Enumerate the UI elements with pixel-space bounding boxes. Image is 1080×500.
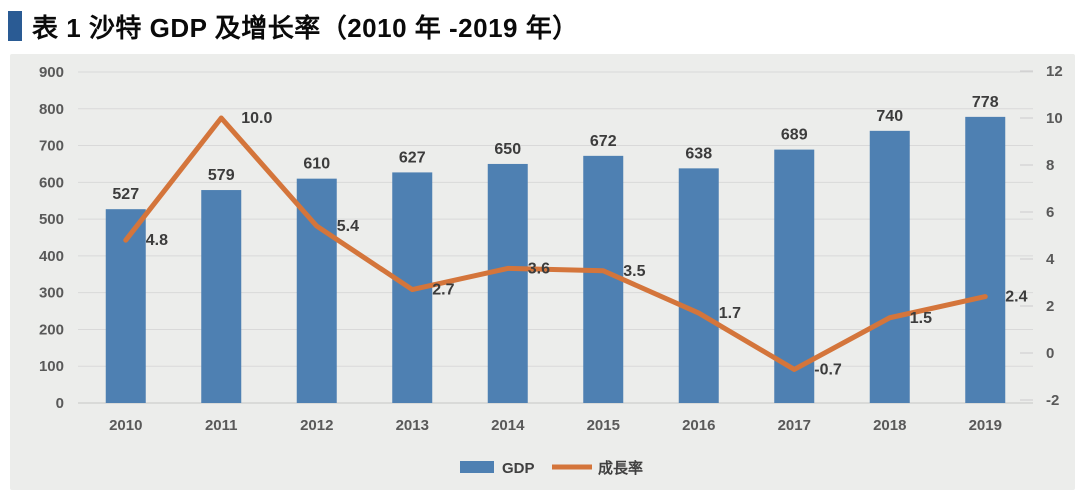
left-axis-tick-label: 100: [39, 358, 64, 375]
gdp-bar: [296, 178, 337, 403]
x-axis-year-label: 2015: [587, 417, 620, 434]
line-value-label: 1.5: [910, 310, 932, 327]
title-row: 表 1 沙特 GDP 及增长率（2010 年 -2019 年）: [8, 8, 579, 44]
left-axis-tick-label: 500: [39, 211, 64, 228]
line-value-label: 2.7: [432, 282, 454, 299]
line-value-label: 5.4: [337, 218, 359, 235]
chart-title: 表 1 沙特 GDP 及增长率（2010 年 -2019 年）: [32, 12, 579, 43]
gdp-bar: [965, 116, 1006, 403]
left-axis-tick-label: 900: [39, 64, 64, 81]
left-axis-tick-label: 400: [39, 248, 64, 265]
x-axis-year-label: 2014: [491, 417, 525, 434]
growth-rate-line: [123, 115, 988, 372]
x-axis-year-label: 2011: [205, 417, 238, 434]
bar-value-label: 650: [494, 141, 521, 158]
legend-gdp-swatch: [460, 461, 494, 473]
right-axis-tick-label: 8: [1046, 157, 1054, 174]
x-axis-year-label: 2010: [109, 417, 142, 434]
x-axis-year-label: 2019: [969, 417, 1002, 434]
line-value-label: 3.5: [623, 263, 645, 280]
right-axis-tick-label: 6: [1046, 204, 1054, 221]
line-value-label: 4.8: [146, 232, 168, 249]
gdp-bar: [774, 149, 815, 403]
title-marker-icon: [8, 11, 22, 41]
gdp-bar: [583, 155, 624, 403]
x-axis-year-label: 2018: [873, 417, 906, 434]
bar-value-label: 527: [112, 186, 139, 203]
bar-value-label: 689: [781, 127, 808, 144]
line-value-label: 3.6: [528, 260, 550, 277]
left-axis-tick-label: 600: [39, 174, 64, 191]
gdp-bar: [201, 190, 242, 403]
gdp-bar: [678, 168, 719, 403]
gdp-bar: [869, 130, 910, 403]
x-axis-year-label: 2017: [778, 417, 811, 434]
line-value-label: 10.0: [241, 110, 272, 127]
right-axis-tick-label: 4: [1046, 251, 1055, 268]
legend-growth-label: 成長率: [598, 459, 643, 477]
left-axis-tick-label: 200: [39, 321, 64, 338]
chart-panel: 0 100 200 300 400 500 600 700 800 900 -2 0 2 4 6 8 10 12 5…: [10, 54, 1075, 490]
bar-value-label: 778: [972, 94, 999, 111]
bar-value-label: 672: [590, 133, 617, 150]
right-axis-tick-label: 0: [1046, 345, 1054, 362]
legend-gdp-label: GDP: [502, 460, 535, 477]
line-value-label: 1.7: [719, 305, 741, 322]
line-value-label: 2.4: [1005, 289, 1027, 306]
bar-value-label: 579: [208, 167, 235, 184]
bar-value-label: 638: [685, 145, 712, 162]
left-axis-tick-label: 700: [39, 138, 64, 155]
right-axis-tick-label: 12: [1046, 63, 1063, 80]
bar-value-label: 740: [876, 108, 903, 125]
x-axis-year-label: 2016: [682, 417, 715, 434]
gdp-bar: [487, 163, 528, 403]
gdp-growth-combo-chart: 0 100 200 300 400 500 600 700 800 900 -2 0 2 4 6 8 10 12 5…: [39, 63, 1063, 477]
x-axis-year-label: 2013: [396, 417, 429, 434]
left-axis-tick-label: 0: [56, 395, 64, 412]
line-value-label: -0.7: [814, 361, 842, 378]
left-axis-tick-label: 300: [39, 285, 64, 302]
right-axis-tick-label: -2: [1046, 392, 1059, 409]
x-axis-year-label: 2012: [300, 417, 333, 434]
bar-value-label: 627: [399, 149, 426, 166]
right-axis-tick-label: 2: [1046, 298, 1054, 315]
right-axis-tick-label: 10: [1046, 110, 1063, 127]
left-axis-tick-label: 800: [39, 101, 64, 118]
bar-value-label: 610: [303, 156, 330, 173]
